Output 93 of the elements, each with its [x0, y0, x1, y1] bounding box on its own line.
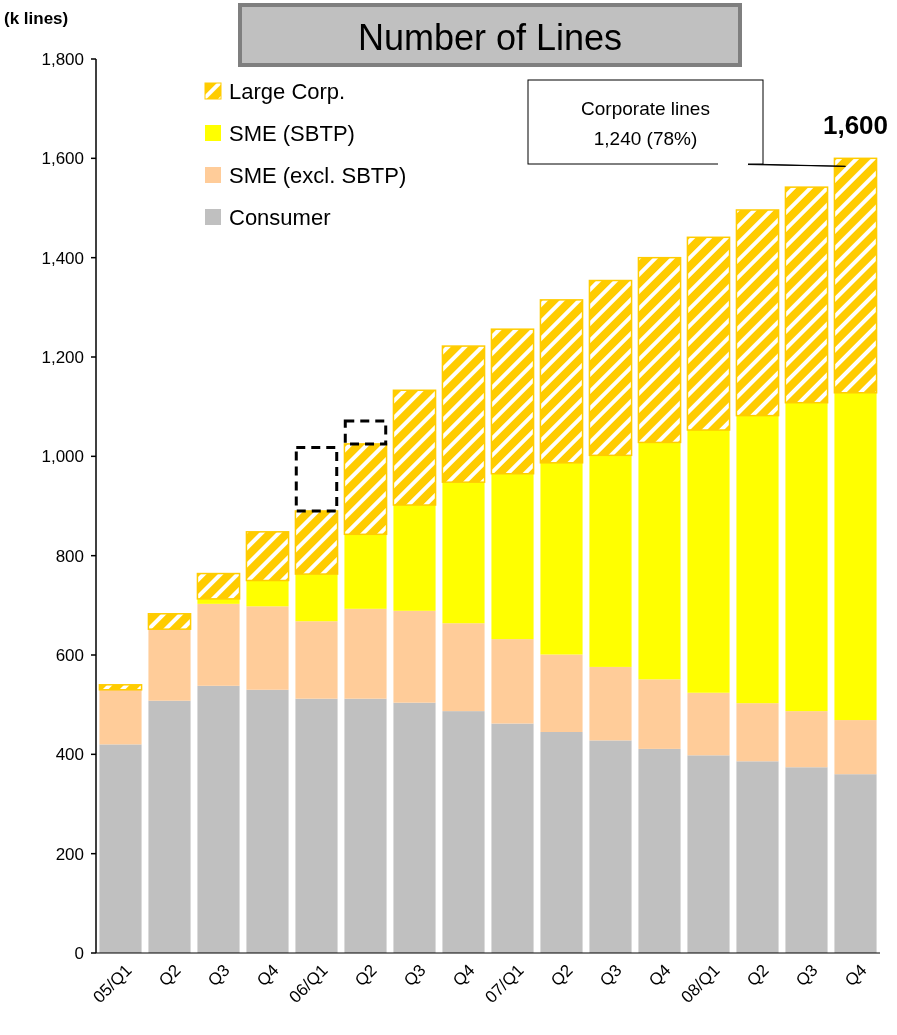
bar	[540, 462, 583, 655]
bar	[687, 430, 730, 693]
bar	[245, 531, 290, 582]
bar	[589, 455, 632, 667]
bar	[98, 684, 143, 691]
y-tick-label: 1,800	[41, 49, 84, 69]
bar	[295, 574, 338, 622]
bar	[442, 711, 485, 953]
annotation: Corporate lines 1,240 (78%)	[581, 97, 710, 149]
bar	[785, 711, 828, 768]
bar	[687, 755, 730, 953]
bar	[295, 698, 338, 953]
bar	[295, 621, 338, 699]
x-tick-label: Q4	[253, 960, 283, 991]
bar	[785, 767, 828, 953]
x-tick-label: Q3	[400, 960, 430, 991]
y-tick-label: 400	[55, 745, 84, 765]
y-tick-label: 1,000	[41, 447, 84, 467]
x-tick-label: Q3	[204, 960, 234, 991]
y-axis-title: (k lines)	[4, 9, 69, 28]
bar	[343, 419, 388, 446]
bar	[540, 731, 583, 953]
bar	[736, 415, 779, 704]
bar	[736, 703, 779, 762]
bar	[442, 623, 485, 712]
bar	[294, 510, 339, 575]
bar	[736, 761, 779, 953]
bar	[148, 629, 191, 701]
total-label: 1,600	[822, 110, 889, 141]
bar	[442, 482, 485, 624]
bar	[491, 723, 534, 953]
bar	[540, 654, 583, 732]
bar	[294, 445, 339, 513]
bar	[588, 279, 633, 457]
bar	[687, 692, 730, 756]
bar	[589, 666, 632, 741]
bar	[343, 443, 388, 536]
bar	[834, 720, 877, 775]
bar	[147, 613, 192, 630]
bar	[491, 473, 534, 640]
x-tick-label: Q2	[547, 960, 577, 991]
y-tick-label: 0	[74, 943, 84, 963]
y-tick-label: 1,600	[41, 149, 84, 169]
bar	[686, 236, 731, 431]
bar	[735, 209, 780, 417]
bar	[99, 744, 142, 953]
bar	[148, 700, 191, 953]
bar	[393, 702, 436, 953]
bar	[784, 186, 829, 404]
legend-label: Consumer	[229, 204, 331, 230]
legend-label: SME (SBTP)	[229, 120, 355, 146]
y-tick-label: 1,400	[41, 248, 84, 268]
bar	[638, 679, 681, 749]
bar	[491, 639, 534, 724]
y-tick-label: 200	[55, 844, 84, 864]
bar	[196, 572, 241, 600]
bar	[197, 685, 240, 953]
y-tick-label: 800	[55, 546, 84, 566]
bar	[637, 256, 682, 444]
x-tick-label: Q2	[155, 960, 185, 991]
bar	[785, 402, 828, 712]
bar	[197, 603, 240, 686]
bar	[99, 689, 142, 745]
x-tick-label: Q4	[645, 960, 675, 991]
x-tick-label: Q3	[792, 960, 822, 991]
bar	[834, 774, 877, 953]
bar	[246, 580, 289, 607]
bar	[833, 157, 878, 394]
bar	[539, 299, 584, 464]
bar	[344, 534, 387, 609]
x-tick-label: Q4	[841, 960, 871, 991]
chart-title: Number of Lines	[357, 16, 623, 58]
y-tick-label: 1,200	[41, 347, 84, 367]
bar	[589, 740, 632, 953]
bar	[638, 442, 681, 680]
x-tick-label: Q2	[743, 960, 773, 991]
x-tick-label: Q3	[596, 960, 626, 991]
y-tick-label: 600	[55, 645, 84, 665]
bar	[246, 689, 289, 953]
bar	[344, 608, 387, 699]
legend-label: Large Corp.	[229, 78, 346, 104]
legend-label: SME (excl. SBTP)	[229, 162, 407, 188]
bar	[246, 606, 289, 690]
bar	[344, 698, 387, 953]
bar	[490, 328, 535, 475]
bar	[441, 345, 486, 483]
bar	[392, 389, 437, 506]
bar	[393, 505, 436, 611]
bar	[638, 748, 681, 953]
bar	[393, 610, 436, 703]
bar	[834, 392, 877, 721]
x-tick-label: Q2	[351, 960, 381, 991]
x-tick-label: Q4	[449, 960, 479, 991]
